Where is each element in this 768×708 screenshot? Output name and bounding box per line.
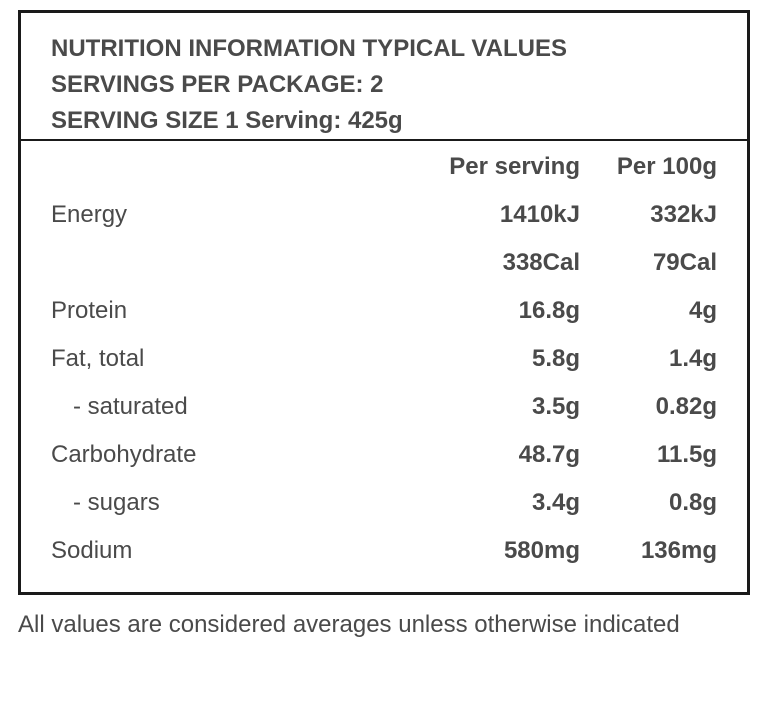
column-header-nutrient [21,143,433,191]
nutrient-label: Sodium [51,537,133,564]
per-100g-value: 0.82g [655,393,717,420]
per-100g-value: 4g [688,297,717,324]
per-serving-value: 3.4g [531,489,580,516]
per-serving-value: 338Cal [502,249,580,276]
nutrition-panel: NUTRITION INFORMATION TYPICAL VALUES SER… [18,10,750,595]
nutrient-label: - saturated [73,393,188,420]
column-header-per-100g: Per 100g [616,153,717,180]
table-row-protein: Protein 16.8g 4g [21,287,747,335]
per-100g-value: 332kJ [650,201,717,228]
nutrition-table: Per serving Per 100g Energy 1410kJ 332kJ… [21,143,747,575]
table-row-energy-cal: 338Cal 79Cal [21,239,747,287]
table-row-carbohydrate: Carbohydrate 48.7g 11.5g [21,431,747,479]
table-row-sugars: - sugars 3.4g 0.8g [21,479,747,527]
nutrient-label: Protein [51,297,128,324]
table-row-sodium: Sodium 580mg 136mg [21,527,747,575]
column-header-per-serving: Per serving [449,153,580,180]
nutrient-label [21,239,433,287]
per-100g-value: 136mg [640,537,717,564]
per-100g-value: 1.4g [668,345,717,372]
per-serving-value: 580mg [503,537,580,564]
table-row-saturated: - saturated 3.5g 0.82g [21,383,747,431]
per-100g-value: 79Cal [652,249,717,276]
per-serving-value: 48.7g [518,441,580,468]
per-serving-value: 16.8g [518,297,580,324]
per-serving-value: 3.5g [531,393,580,420]
per-serving-value: 1410kJ [499,201,580,228]
table-row-fat-total: Fat, total 5.8g 1.4g [21,335,747,383]
nutrition-header: NUTRITION INFORMATION TYPICAL VALUES SER… [21,13,747,141]
per-serving-value: 5.8g [531,345,580,372]
nutrient-label: - sugars [73,489,160,516]
per-100g-value: 11.5g [656,441,717,468]
servings-per-package: SERVINGS PER PACKAGE: 2 [51,71,384,98]
table-row-energy-kj: Energy 1410kJ 332kJ [21,191,747,239]
per-100g-value: 0.8g [668,489,717,516]
serving-size: SERVING SIZE 1 Serving: 425g [51,107,403,134]
nutrient-label: Fat, total [51,345,145,372]
table-header-row: Per serving Per 100g [21,143,747,191]
averages-footnote: All values are considered averages unles… [18,611,680,638]
nutrient-label: Energy [51,201,128,228]
nutrient-label: Carbohydrate [51,441,197,468]
nutrition-title: NUTRITION INFORMATION TYPICAL VALUES [51,35,567,62]
